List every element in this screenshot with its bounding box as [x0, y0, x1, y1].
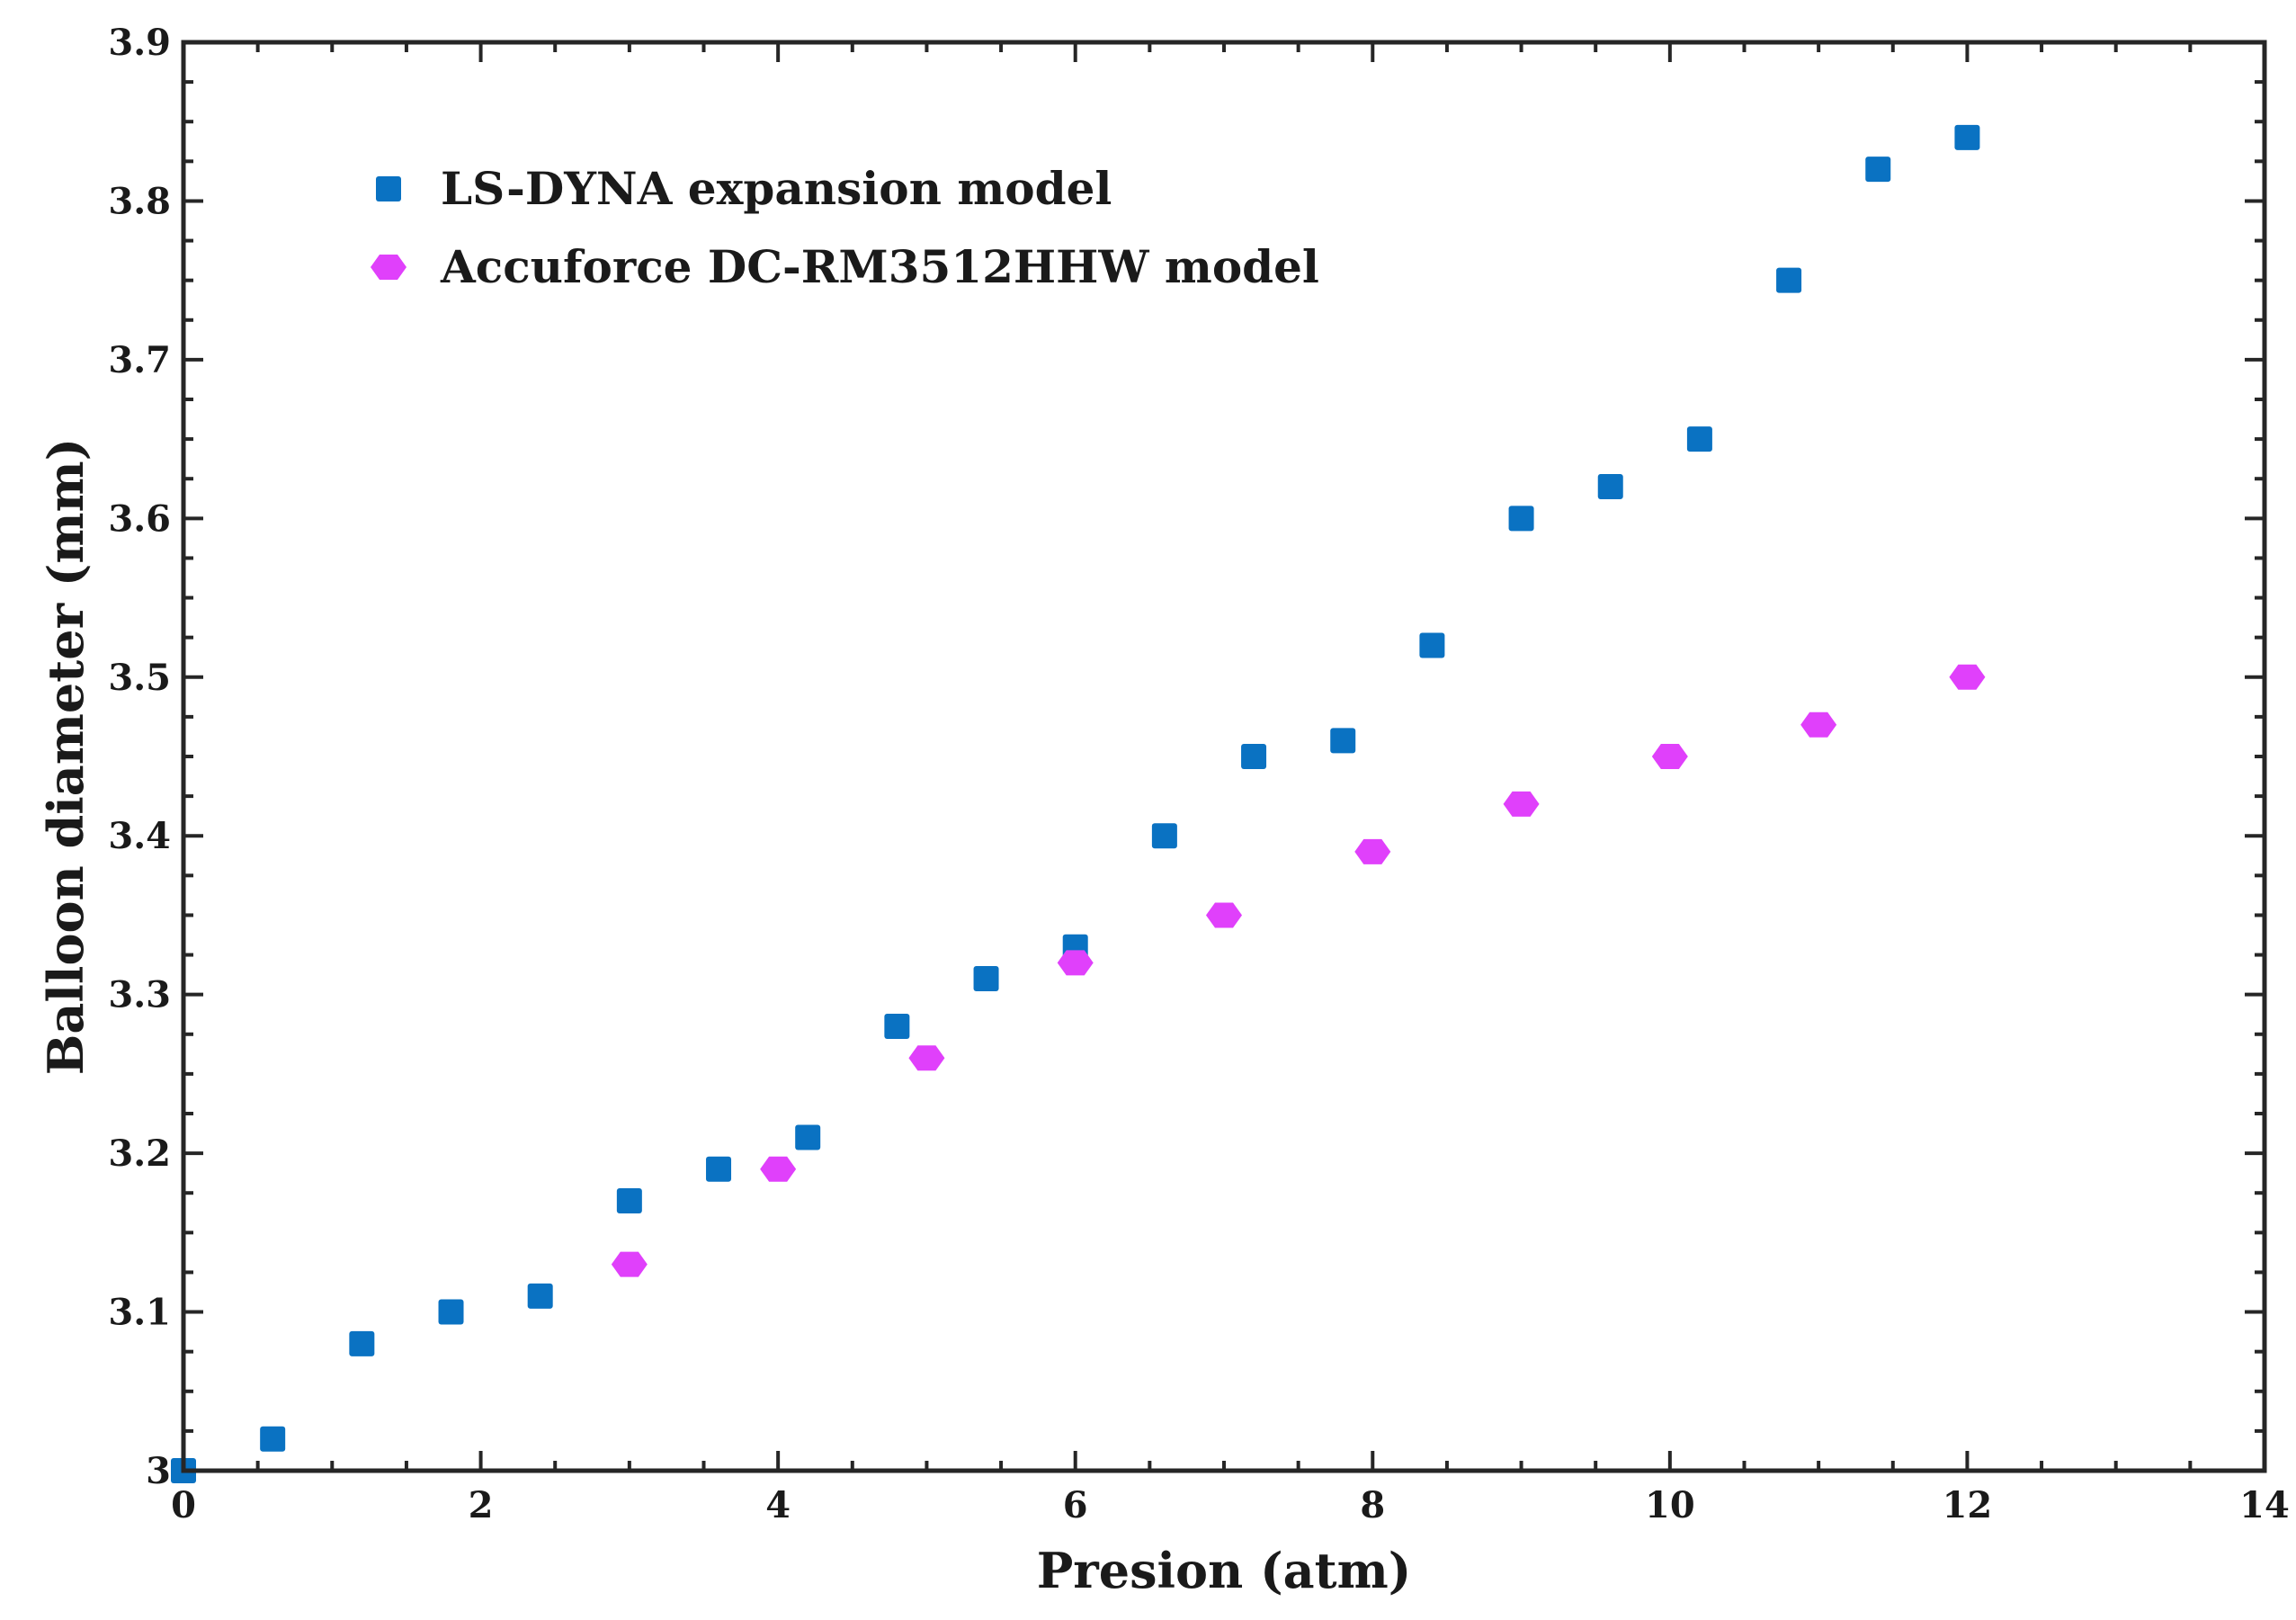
ls-dyna-point — [1419, 632, 1445, 658]
y-tick-label: 3.2 — [108, 1132, 171, 1175]
data-points — [171, 124, 1986, 1483]
legend-label-ls-dyna: LS-DYNA expansion model — [441, 162, 1112, 215]
y-tick-labels: 3 3.1 3.2 3.3 3.4 3.5 3.6 3.7 3.8 3.9 — [108, 22, 171, 1492]
accuforce-point — [760, 1156, 797, 1182]
x-tick-label: 6 — [1063, 1484, 1088, 1526]
x-tick-label: 2 — [469, 1484, 494, 1526]
ls-dyna-point — [1865, 157, 1891, 183]
ls-dyna-point — [616, 1188, 642, 1214]
x-tick-label: 8 — [1360, 1484, 1385, 1526]
x-tick-label: 12 — [1943, 1484, 1993, 1526]
y-axis-title: Balloon diameter (mm) — [37, 438, 94, 1075]
x-tick-label: 4 — [765, 1484, 791, 1526]
legend-square-marker — [376, 176, 401, 201]
ls-dyna-point — [260, 1426, 286, 1452]
y-tick-label: 3.9 — [108, 22, 171, 64]
x-tick-label: 10 — [1645, 1484, 1695, 1526]
ls-dyna-point — [973, 966, 999, 992]
y-tick-label: 3.5 — [108, 657, 171, 699]
y-tick-label: 3.8 — [108, 180, 171, 222]
accuforce-point — [1057, 950, 1094, 976]
legend: LS-DYNA expansion model Accuforce DC-RM3… — [371, 162, 1319, 293]
accuforce-point — [1503, 791, 1540, 817]
legend-marker-accuforce — [371, 255, 406, 280]
y-tick-label: 3.3 — [108, 974, 171, 1016]
accuforce-point — [908, 1045, 945, 1071]
ls-dyna-point — [1151, 823, 1177, 849]
ls-dyna-point — [1330, 728, 1356, 754]
ls-dyna-point — [1241, 744, 1267, 769]
ls-dyna-point — [349, 1330, 375, 1356]
accuforce-point — [1354, 838, 1391, 864]
legend-label-accuforce: Accuforce DC-RM3512HHW model — [440, 240, 1319, 293]
accuforce-point — [1800, 712, 1837, 738]
accuforce-point — [1949, 664, 1986, 690]
x-tick-label: 0 — [171, 1484, 196, 1526]
ls-dyna-point — [527, 1283, 553, 1309]
ls-dyna-point — [1776, 267, 1802, 293]
y-tick-label: 3.6 — [108, 497, 171, 540]
y-tick-label: 3 — [146, 1450, 171, 1492]
ls-dyna-point — [706, 1156, 732, 1182]
x-tick-label: 14 — [2239, 1484, 2290, 1526]
plot-frame — [181, 40, 2267, 1473]
x-tick-labels: 0 2 4 6 8 10 12 14 — [171, 1484, 2290, 1526]
accuforce-point — [1206, 902, 1242, 928]
ls-dyna-point — [795, 1124, 821, 1150]
ls-dyna-point — [1508, 506, 1534, 532]
ls-dyna-point — [1954, 124, 1980, 150]
legend-marker-ls-dyna — [376, 176, 401, 201]
y-tick-label: 3.4 — [108, 815, 171, 857]
ls-dyna-point — [1597, 474, 1623, 500]
ls-dyna-point — [884, 1013, 910, 1039]
legend-hexagon-marker — [371, 255, 406, 280]
y-tick-label: 3.7 — [108, 339, 171, 381]
ls-dyna-point — [438, 1299, 464, 1325]
accuforce-point — [611, 1251, 648, 1277]
y-tick-label: 3.1 — [108, 1292, 171, 1334]
ls-dyna-point — [1686, 426, 1712, 452]
accuforce-point — [1651, 744, 1688, 769]
x-axis-title: Presion (atm) — [1037, 1542, 1412, 1599]
